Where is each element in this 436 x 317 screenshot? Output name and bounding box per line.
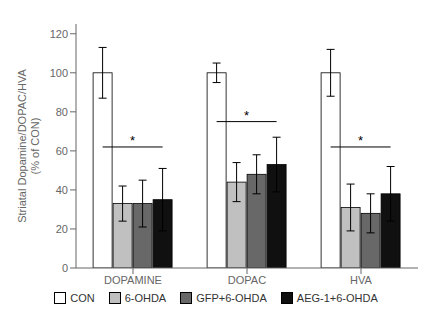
svg-text:80: 80: [56, 106, 68, 118]
svg-text:*: *: [244, 108, 249, 123]
svg-text:20: 20: [56, 223, 68, 235]
svg-text:DOPAC: DOPAC: [228, 274, 266, 286]
html-text:AEG-1+6-OHDA: AEG-1+6-OHDA: [296, 292, 378, 304]
svg-text:100: 100: [50, 67, 68, 79]
html-text:6-OHDA: 6-OHDA: [124, 292, 167, 304]
svg-text:HVA: HVA: [350, 274, 372, 286]
svg-text:Striatal Dopamine/DOPAC/HVA(%: Striatal Dopamine/DOPAC/HVA(% of CON): [16, 69, 41, 223]
html-text:CON: CON: [70, 292, 95, 304]
svg-text:40: 40: [56, 184, 68, 196]
svg-text:*: *: [130, 133, 135, 148]
svg-text:*: *: [358, 133, 363, 148]
svg-text:60: 60: [56, 145, 68, 157]
svg-text:0: 0: [62, 262, 68, 274]
svg-text:DOPAMINE: DOPAMINE: [104, 274, 162, 286]
html-text:GFP+6-OHDA: GFP+6-OHDA: [196, 292, 267, 304]
svg-text:120: 120: [50, 28, 68, 40]
